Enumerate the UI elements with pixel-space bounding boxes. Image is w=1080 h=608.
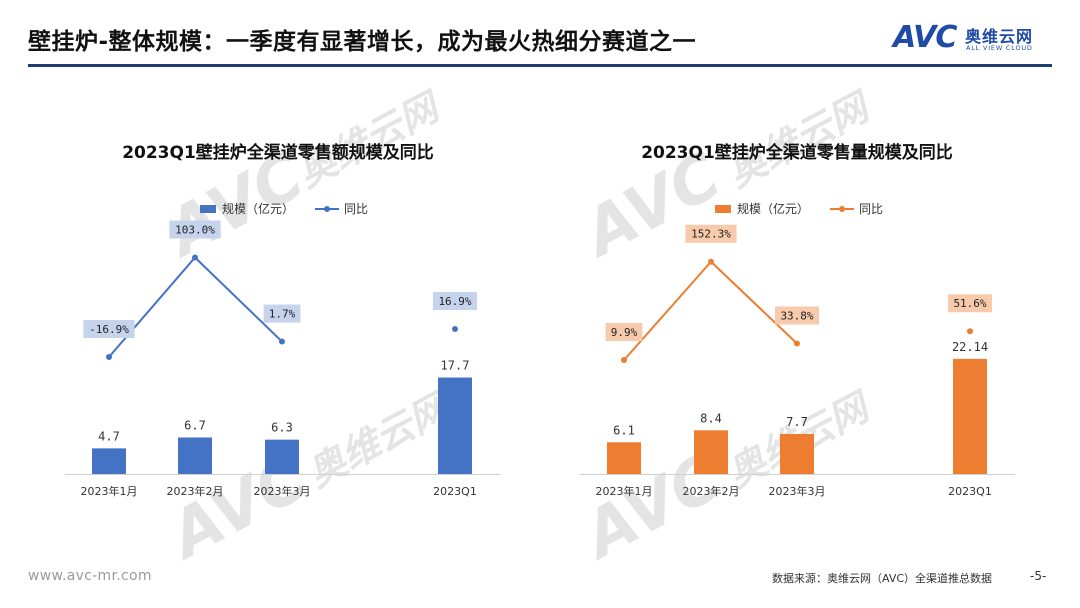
legend-line-marker	[324, 206, 330, 212]
footer-website: www.avc-mr.com	[28, 568, 152, 584]
legend-bar-swatch	[715, 205, 731, 213]
bar	[780, 433, 814, 474]
yoy-point	[794, 340, 800, 347]
yoy-value-label: 1.7%	[269, 308, 296, 321]
yoy-label-bg	[263, 304, 301, 323]
yoy-point	[452, 325, 458, 332]
yoy-value-label: 9.9%	[611, 326, 638, 339]
yoy-label-bg	[433, 291, 477, 310]
legend-line-label: 同比	[344, 202, 368, 216]
header-divider	[28, 64, 1052, 67]
legend-line-label: 同比	[859, 202, 883, 216]
bar-value-label: 7.7	[786, 415, 808, 429]
yoy-value-label: 33.8%	[780, 310, 813, 323]
chart-title: 2023Q1壁挂炉全渠道零售额规模及同比	[122, 142, 434, 163]
yoy-point	[967, 328, 973, 335]
bar	[607, 442, 641, 474]
bar-value-label: 6.7	[184, 418, 206, 432]
bar	[694, 430, 728, 474]
bar-value-label: 6.3	[271, 421, 293, 435]
logo-avc-text: AVC	[893, 20, 957, 55]
yoy-label-bg	[605, 323, 643, 341]
x-tick-label: 2023年3月	[254, 484, 311, 498]
bar-value-label: 8.4	[700, 411, 722, 425]
x-tick-label: 2023年3月	[769, 484, 826, 498]
yoy-label-bg	[775, 306, 819, 325]
bar-value-label: 17.7	[441, 359, 470, 373]
x-tick-label: 2023年2月	[683, 484, 740, 498]
yoy-label-bg	[83, 320, 135, 338]
yoy-point	[106, 354, 112, 360]
page-number: -5-	[1030, 569, 1047, 583]
bar	[953, 358, 987, 474]
x-tick-label: 2023Q1	[433, 485, 477, 498]
yoy-line	[108, 256, 283, 358]
bar	[265, 439, 299, 474]
legend-line-marker	[839, 206, 845, 212]
yoy-point	[279, 338, 285, 345]
yoy-label-bg	[169, 220, 221, 239]
yoy-point	[708, 258, 714, 265]
yoy-point	[621, 357, 627, 363]
bar	[178, 437, 212, 474]
yoy-label-bg	[685, 224, 737, 243]
bar-value-label: 6.1	[613, 423, 635, 437]
logo-cn-text: 奥维云网	[965, 27, 1034, 46]
x-tick-label: 2023Q1	[948, 485, 992, 498]
avc-logo: AVC 奥维云网 ALL VIEW CLOUD	[893, 20, 1053, 58]
yoy-line	[623, 260, 798, 361]
chart-title: 2023Q1壁挂炉全渠道零售量规模及同比	[641, 142, 953, 163]
bar-value-label: 4.7	[98, 429, 120, 443]
yoy-point	[192, 254, 198, 261]
page-title: 壁挂炉-整体规模：一季度有显著增长，成为最火热细分赛道之一	[28, 29, 697, 55]
yoy-value-label: 16.9%	[438, 295, 471, 308]
bar	[92, 448, 126, 474]
yoy-value-label: -16.9%	[89, 323, 129, 336]
x-tick-label: 2023年1月	[81, 484, 138, 498]
bar-value-label: 22.14	[952, 340, 988, 354]
bar	[438, 377, 472, 474]
legend-bar-label: 规模（亿元）	[737, 201, 809, 216]
footer-source: 数据来源：奥维云网（AVC）全渠道推总数据	[772, 572, 993, 585]
logo-en-text: ALL VIEW CLOUD	[966, 44, 1033, 52]
legend-bar-swatch	[200, 205, 216, 213]
legend-bar-label: 规模（亿元）	[222, 201, 294, 216]
yoy-value-label: 51.6%	[953, 297, 986, 310]
yoy-value-label: 152.3%	[691, 228, 731, 241]
x-tick-label: 2023年1月	[596, 484, 653, 498]
yoy-value-label: 103.0%	[175, 223, 215, 236]
x-tick-label: 2023年2月	[167, 484, 224, 498]
yoy-label-bg	[948, 294, 992, 313]
